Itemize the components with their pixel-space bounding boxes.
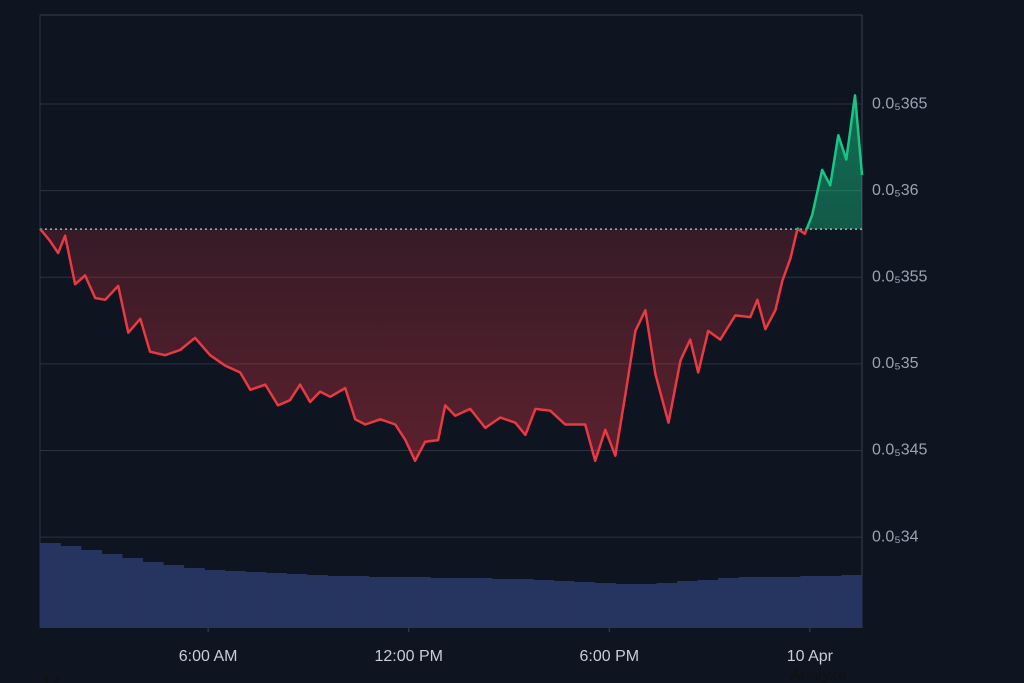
volume-bar [738,577,760,628]
volume-bar [183,568,205,628]
y-tick-label: 0.0₅34 [872,528,919,545]
volume-bar [512,579,534,628]
volume-bar [122,558,144,628]
cutoff-text: 17 [42,675,60,683]
volume-bar [307,575,328,628]
volume-bar [697,580,719,628]
volume-bar [81,550,102,628]
volume-bar [615,584,637,628]
volume-bar [101,554,123,628]
volume-bar [594,583,616,628]
cutoff-text: Analyze [790,667,847,683]
x-tick-label: 6:00 PM [579,648,639,665]
y-tick-label: 0.0₅36 [872,182,919,199]
volume-bar [409,577,431,628]
volume-bar [389,577,411,628]
volume-bar [533,580,555,628]
volume-bar [779,577,801,628]
volume-bar [492,579,513,628]
volume-bar [759,577,781,628]
volume-bar [163,565,185,628]
volume-bar [553,581,575,628]
volume-bar [430,578,452,628]
volume-bar [327,576,349,628]
volume-bar [204,570,226,628]
y-tick-label: 0.0₅365 [872,95,927,112]
x-tick-label: 12:00 PM [374,648,442,665]
x-tick-label: 10 Apr [787,648,834,665]
volume-bar [656,583,678,628]
volume-bar [718,578,739,628]
volume-bar [245,572,267,628]
volume-bar [841,575,863,628]
volume-bar [286,574,308,628]
y-tick-label: 0.0₅355 [872,268,927,285]
volume-bar [677,581,698,628]
volume-bar [368,577,390,628]
x-tick-label: 6:00 AM [179,648,238,665]
volume-bar [142,562,164,628]
volume-bar [574,582,596,628]
price-line-down [39,229,809,463]
y-tick-label: 0.0₅345 [872,442,927,459]
volume-bar [348,576,370,628]
volume-bar [800,576,822,628]
area-down [40,229,862,461]
volume-bar [60,546,82,628]
volume-bar [40,543,61,628]
volume-bar [635,584,657,628]
volume-bar [820,576,842,628]
volume-bar [224,571,246,628]
y-tick-label: 0.0₅35 [872,355,919,372]
volume-bar [266,573,287,628]
volume-bar [471,578,493,628]
volume-bar [451,578,472,628]
